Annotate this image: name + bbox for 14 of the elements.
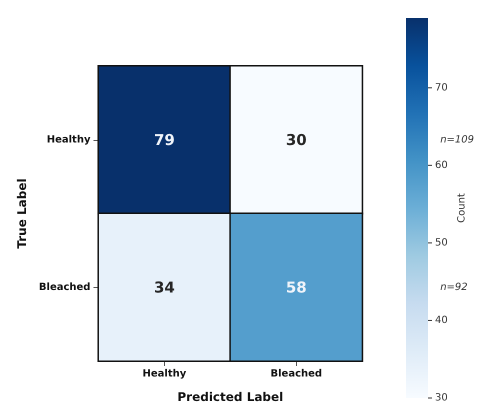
x-axis-title: Predicted Label xyxy=(177,390,284,404)
data-label: 58 xyxy=(286,278,307,296)
data-label: 34 xyxy=(154,278,175,296)
y-axis-title: True Label xyxy=(15,178,29,249)
data-label: 79 xyxy=(154,130,175,149)
color-bar-label: 40 xyxy=(435,314,448,326)
color-bar-title: Count xyxy=(456,193,468,223)
color-bar-label: 60 xyxy=(435,160,448,171)
y2-tick-label: n=92 xyxy=(440,282,468,293)
color-bar-label: 50 xyxy=(435,237,448,248)
color-bar-label: 70 xyxy=(435,82,448,94)
data-label: 30 xyxy=(286,130,307,149)
y2-tick-label: n=109 xyxy=(440,134,474,146)
color-bar-label: 30 xyxy=(435,392,448,404)
